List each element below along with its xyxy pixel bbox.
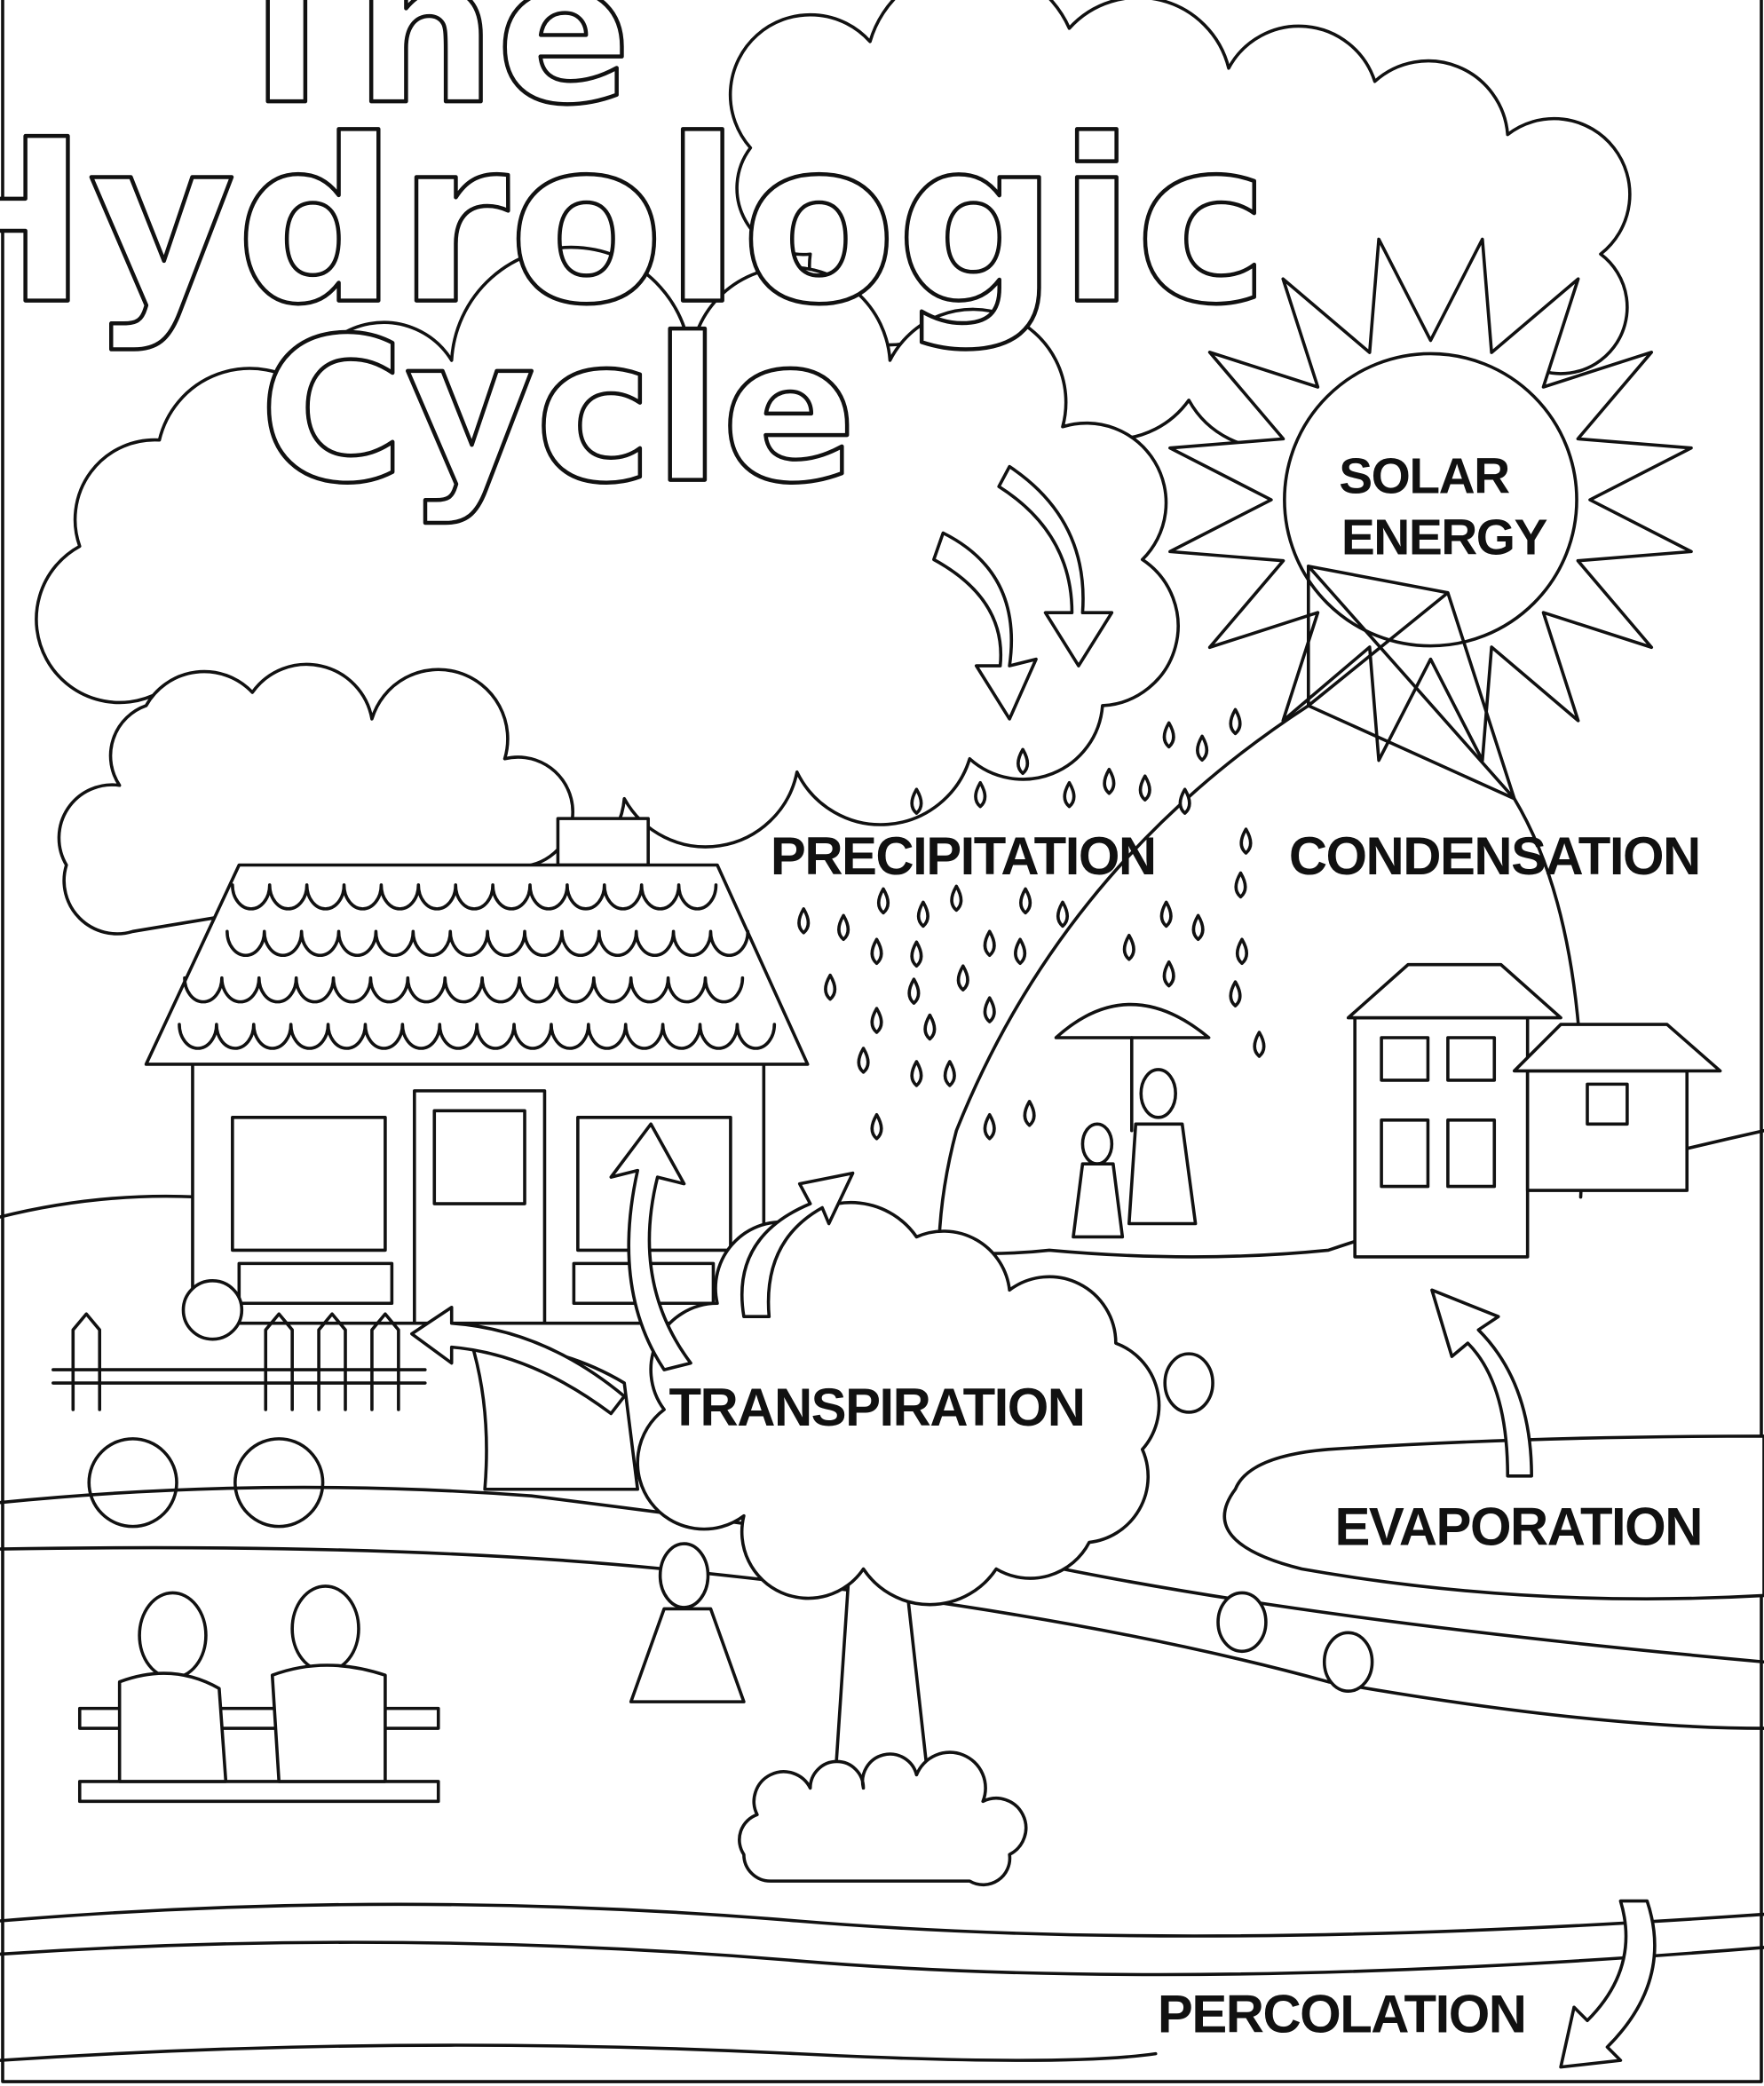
raindrop bbox=[1104, 770, 1113, 794]
fence bbox=[53, 1314, 425, 1410]
body bbox=[1129, 1124, 1196, 1223]
raindrop bbox=[799, 909, 808, 933]
raindrop bbox=[872, 939, 881, 963]
window bbox=[1381, 1038, 1428, 1080]
raindrop bbox=[1241, 829, 1250, 853]
raindrop bbox=[1058, 902, 1067, 926]
bike-wheel bbox=[235, 1439, 323, 1527]
raindrop bbox=[985, 1115, 993, 1139]
window bbox=[233, 1118, 385, 1251]
raindrop bbox=[839, 915, 848, 939]
raindrop bbox=[1254, 1032, 1263, 1056]
raindrop bbox=[1018, 749, 1027, 773]
head bbox=[1141, 1070, 1175, 1118]
rider-head bbox=[183, 1281, 241, 1339]
raindrop bbox=[912, 789, 921, 813]
head bbox=[1218, 1592, 1266, 1651]
dress bbox=[631, 1608, 744, 1702]
raindrop bbox=[1164, 962, 1173, 986]
raindrop bbox=[826, 976, 835, 1000]
raindrop bbox=[985, 931, 993, 955]
raindrop bbox=[912, 942, 921, 966]
raindrop bbox=[879, 889, 888, 913]
raindrop bbox=[1238, 939, 1246, 963]
raindrop bbox=[1125, 936, 1134, 960]
raindrop bbox=[1164, 723, 1173, 747]
raindrop bbox=[872, 1115, 881, 1139]
head bbox=[139, 1592, 206, 1678]
raindrop bbox=[976, 783, 985, 807]
raindrop bbox=[1198, 736, 1206, 760]
raindrop bbox=[1230, 982, 1239, 1006]
label: ENERGY bbox=[1341, 510, 1547, 565]
raindrop bbox=[872, 1008, 881, 1032]
raindrop bbox=[919, 902, 928, 926]
raindrop bbox=[1141, 776, 1150, 800]
raindrop bbox=[1230, 709, 1239, 733]
raindrop bbox=[858, 1048, 867, 1072]
head bbox=[292, 1586, 359, 1671]
window bbox=[1381, 1120, 1428, 1187]
raindrop bbox=[1021, 889, 1030, 913]
label: PERCOLATION bbox=[1158, 1985, 1526, 2044]
flowers bbox=[740, 1752, 1026, 1885]
house bbox=[146, 818, 808, 1324]
label: CONDENSATION bbox=[1289, 826, 1700, 886]
raindrop bbox=[985, 998, 993, 1022]
houses bbox=[1349, 965, 1720, 1257]
label: SOLAR bbox=[1339, 449, 1509, 505]
raindrop bbox=[1193, 915, 1202, 939]
label: TRANSPIRATION bbox=[668, 1378, 1084, 1437]
door-window bbox=[434, 1110, 525, 1204]
head bbox=[1082, 1124, 1111, 1164]
flower-box bbox=[239, 1263, 392, 1303]
chimney bbox=[558, 818, 648, 865]
raindrop bbox=[945, 1062, 954, 1086]
umbrella bbox=[1056, 1005, 1209, 1038]
raindrop bbox=[1016, 939, 1024, 963]
raindrop bbox=[959, 966, 968, 990]
raindrop bbox=[952, 886, 961, 910]
label: PRECIPITATION bbox=[771, 826, 1156, 886]
label: EVAPORATION bbox=[1334, 1497, 1701, 1557]
bike-wheel bbox=[89, 1439, 177, 1527]
window bbox=[1448, 1120, 1494, 1187]
raindrop bbox=[1024, 1102, 1033, 1126]
raindrop bbox=[909, 979, 918, 1003]
coloring-page: The Hydrologic Cycle SOLAR ENERGY PRECIP… bbox=[0, 0, 1764, 2086]
roof bbox=[1515, 1024, 1720, 1071]
head bbox=[661, 1544, 708, 1608]
head bbox=[1165, 1354, 1213, 1412]
raindrop bbox=[912, 1062, 921, 1086]
raindrop bbox=[1236, 873, 1245, 897]
raindrop bbox=[1161, 902, 1170, 926]
raindrop bbox=[1064, 783, 1073, 807]
body bbox=[1073, 1164, 1122, 1237]
body bbox=[273, 1665, 385, 1782]
raindrop bbox=[925, 1015, 934, 1039]
window bbox=[1587, 1084, 1627, 1124]
roof bbox=[1349, 965, 1561, 1018]
title-line: Cycle bbox=[259, 296, 857, 527]
raindrop bbox=[1180, 789, 1189, 813]
head bbox=[1325, 1632, 1372, 1691]
body bbox=[120, 1673, 226, 1782]
window bbox=[1448, 1038, 1494, 1080]
